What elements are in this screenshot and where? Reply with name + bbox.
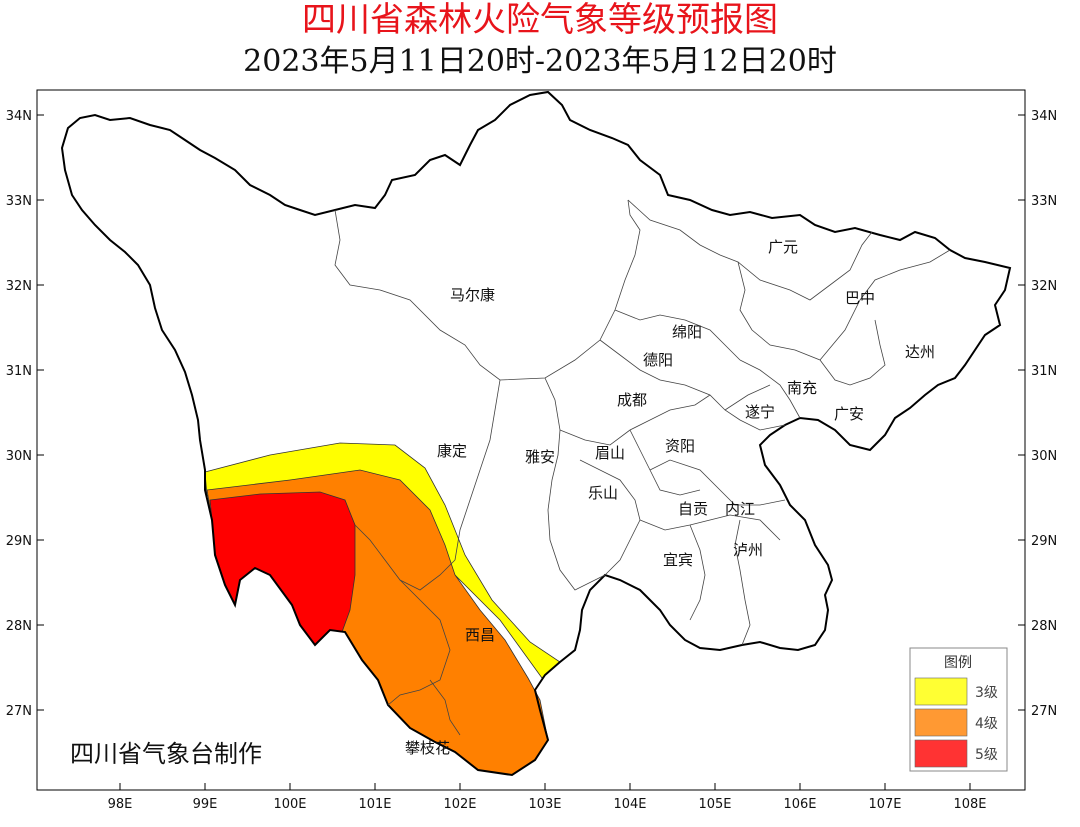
lon-label: 102E — [443, 797, 476, 812]
lat-label: 28N — [1031, 619, 1057, 634]
lon-label: 106E — [783, 797, 816, 812]
zone-level-5 — [209, 491, 356, 646]
city-labels: 马尔康 广元 巴中 绵阳 德阳 达州 成都 南充 遂宁 广安 康定 雅安 眉山 … — [405, 238, 935, 757]
legend-label-level-4: 4级 — [975, 716, 998, 732]
city-label: 广元 — [768, 238, 798, 256]
map-subtitle: 2023年5月11日20时-2023年5月12日20时 — [243, 44, 837, 79]
longitude-labels: 98E 99E 100E 101E 102E 103E 104E 105E 10… — [108, 797, 987, 812]
lat-label: 30N — [1031, 449, 1057, 464]
map-title: 四川省森林火险气象等级预报图 — [302, 0, 778, 40]
city-label: 攀枝花 — [405, 739, 450, 757]
lat-label: 31N — [6, 364, 32, 379]
lon-label: 100E — [273, 797, 306, 812]
lat-label: 34N — [1031, 109, 1057, 124]
lon-label: 108E — [953, 797, 986, 812]
city-label: 乐山 — [588, 484, 618, 502]
city-label: 宜宾 — [663, 551, 693, 569]
city-label: 达州 — [905, 343, 935, 361]
legend-swatch-level-5 — [914, 739, 968, 768]
lon-label: 103E — [528, 797, 561, 812]
city-label: 绵阳 — [672, 323, 702, 341]
legend-swatch-level-3 — [914, 677, 968, 706]
lat-label: 29N — [1031, 534, 1057, 549]
lat-label: 29N — [6, 534, 32, 549]
legend: 图例 3级 4级 5级 — [909, 647, 1008, 772]
lat-label: 32N — [6, 279, 32, 294]
lat-label: 27N — [6, 704, 32, 719]
credit-text: 四川省气象台制作 — [70, 740, 262, 768]
longitude-ticks — [119, 783, 971, 790]
city-label: 广安 — [834, 405, 864, 423]
map-frame — [36, 89, 1026, 791]
province-outline — [60, 90, 1012, 777]
lon-label: 101E — [358, 797, 391, 812]
city-label: 内江 — [725, 500, 755, 518]
fire-danger-zones — [204, 442, 561, 776]
lon-label: 105E — [698, 797, 731, 812]
city-label: 自贡 — [678, 500, 708, 518]
legend-label-level-3: 3级 — [975, 685, 998, 701]
latitude-labels-right: 34N 33N 32N 31N 30N 29N 28N 27N — [1031, 109, 1057, 719]
legend-label-level-5: 5级 — [975, 747, 998, 763]
city-label: 西昌 — [465, 626, 495, 644]
city-label: 康定 — [437, 442, 467, 460]
lat-label: 30N — [6, 449, 32, 464]
city-label: 成都 — [617, 391, 647, 409]
city-label: 马尔康 — [450, 286, 495, 304]
legend-swatch-level-4 — [914, 708, 968, 737]
lat-label: 33N — [1031, 194, 1057, 209]
lon-label: 104E — [613, 797, 646, 812]
lon-label: 107E — [868, 797, 901, 812]
lon-label: 98E — [108, 797, 133, 812]
city-label: 资阳 — [665, 437, 695, 455]
city-label: 南充 — [787, 379, 817, 397]
lat-label: 32N — [1031, 279, 1057, 294]
lon-label: 99E — [193, 797, 218, 812]
city-label: 德阳 — [643, 351, 673, 369]
lat-label: 33N — [6, 194, 32, 209]
prefecture-boundaries — [334, 199, 951, 736]
legend-title: 图例 — [944, 655, 972, 671]
lat-label: 34N — [6, 109, 32, 124]
latitude-ticks — [37, 114, 1025, 711]
latitude-labels-left: 34N 33N 32N 31N 30N 29N 28N 27N — [6, 109, 32, 719]
city-label: 泸州 — [733, 541, 763, 559]
city-label: 巴中 — [845, 289, 875, 307]
city-label: 眉山 — [595, 444, 625, 462]
lat-label: 28N — [6, 619, 32, 634]
city-label: 雅安 — [525, 448, 555, 466]
lat-label: 27N — [1031, 704, 1057, 719]
lat-label: 31N — [1031, 364, 1057, 379]
city-label: 遂宁 — [745, 403, 775, 421]
